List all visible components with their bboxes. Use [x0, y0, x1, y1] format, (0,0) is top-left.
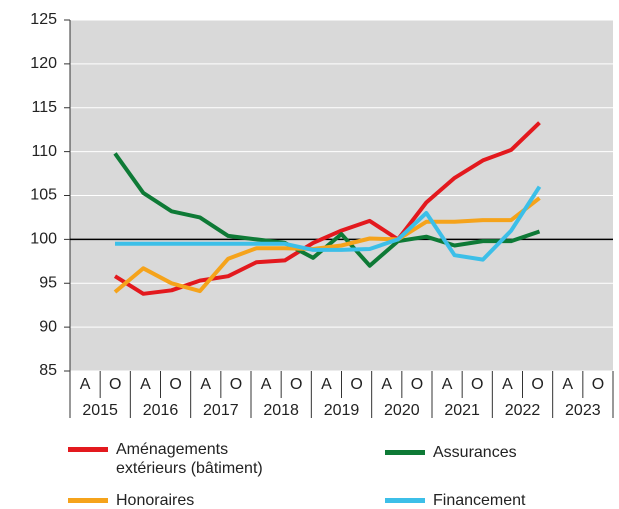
x-tick-label: O	[411, 376, 423, 393]
x-tick-label: O	[290, 376, 302, 393]
x-tick-label: O	[471, 376, 483, 393]
y-tick-label: 85	[39, 362, 57, 379]
y-tick-label: 105	[30, 187, 57, 204]
x-tick-label: O	[109, 376, 121, 393]
x-tick-label: A	[200, 376, 211, 393]
x-tick-label: O	[350, 376, 362, 393]
legend-swatch	[68, 498, 108, 503]
x-tick-label: A	[321, 376, 332, 393]
legend-item: Honoraires	[68, 491, 296, 509]
x-tick-label: O	[169, 376, 181, 393]
year-label: 2018	[263, 402, 299, 419]
year-label: 2023	[565, 402, 601, 419]
x-tick-label: A	[502, 376, 513, 393]
x-tick-label: A	[442, 376, 453, 393]
year-label: 2022	[505, 402, 541, 419]
year-label: 2020	[384, 402, 420, 419]
series-line	[115, 185, 542, 262]
year-label: 2016	[143, 402, 179, 419]
y-tick-label: 100	[30, 231, 57, 248]
legend-swatch	[385, 450, 425, 455]
legend-swatch	[68, 447, 108, 452]
y-tick-label: 95	[39, 274, 57, 291]
y-tick-label: 120	[30, 55, 57, 72]
x-tick-label: O	[230, 376, 242, 393]
x-tick-label: A	[381, 376, 392, 393]
legend-swatch	[385, 498, 425, 503]
year-label: 2017	[203, 402, 239, 419]
x-tick-label: A	[261, 376, 272, 393]
legend-item: Aménagements extérieurs (bâtiment)	[68, 440, 296, 478]
y-tick-label: 110	[31, 143, 57, 160]
legend-item: Financement	[385, 491, 613, 509]
x-tick-label: A	[562, 376, 573, 393]
x-tick-label: O	[531, 376, 543, 393]
x-tick-label: A	[140, 376, 151, 393]
legend-item: Assurances	[385, 443, 613, 462]
x-tick-label: A	[80, 376, 91, 393]
year-label: 2015	[82, 402, 118, 419]
legend-label: Aménagements extérieurs (bâtiment)	[116, 441, 263, 477]
year-label: 2021	[444, 402, 480, 419]
y-tick-label: 125	[30, 11, 57, 28]
legend-label: Assurances	[433, 444, 517, 461]
legend-label: Honoraires	[116, 492, 195, 509]
y-tick-label: 115	[31, 99, 57, 116]
legend-label: Financement	[433, 492, 526, 509]
y-tick-label: 90	[39, 318, 57, 335]
year-label: 2019	[324, 402, 360, 419]
x-tick-label: O	[592, 376, 604, 393]
series-line	[113, 196, 541, 294]
